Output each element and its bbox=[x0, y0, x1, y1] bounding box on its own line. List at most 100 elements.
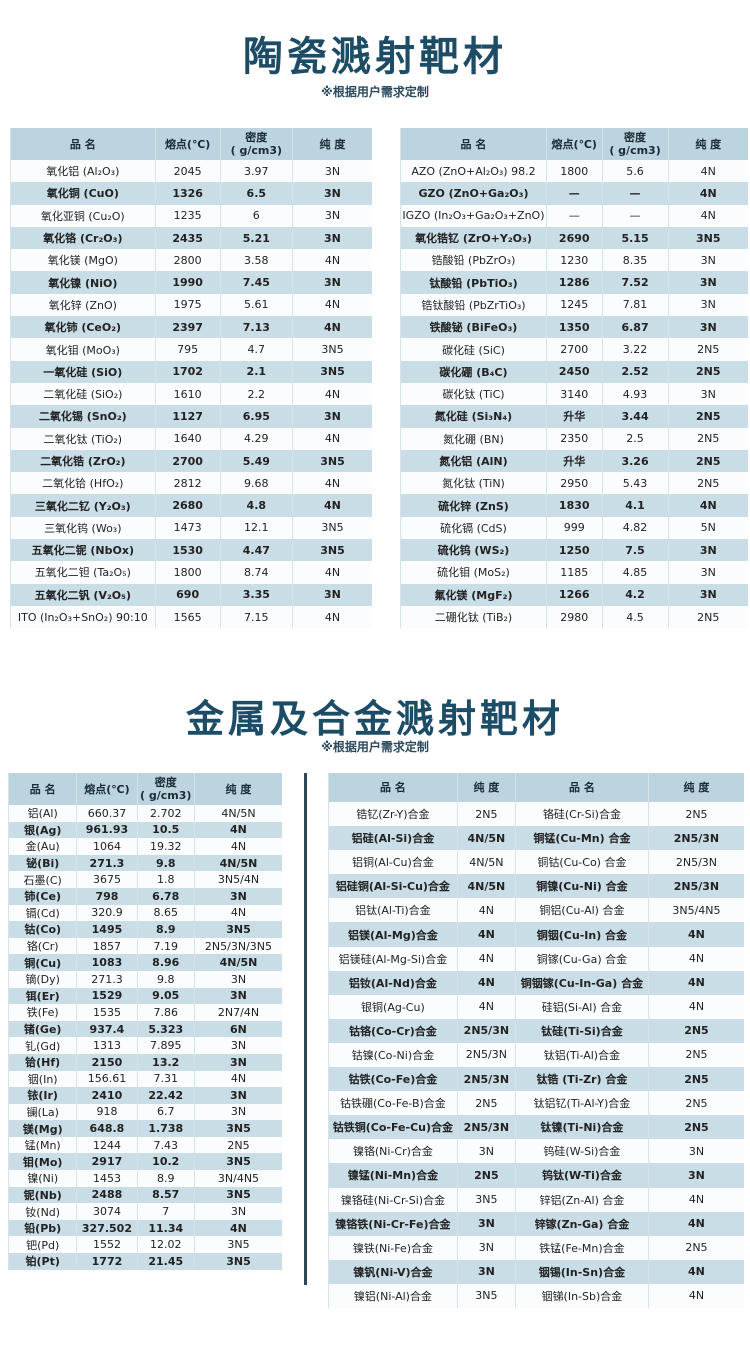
table-cell: 8.96 bbox=[136, 954, 195, 971]
table-cell: 7.45 bbox=[219, 271, 293, 294]
table-cell: 氮化硅 (Si₃N₄) bbox=[400, 405, 547, 428]
table-row: 氮化钛 (TiN) 2950 5.43 2N5 bbox=[400, 472, 748, 495]
table-cell: 4N bbox=[667, 204, 748, 227]
table-cell: 3N bbox=[667, 293, 748, 317]
table-cell: 7 bbox=[136, 1203, 195, 1220]
table-row: 锗(Ge) 937.4 5.323 6N bbox=[7, 1020, 282, 1038]
table-cell: AZO (ZnO+Al₂O₃) 98.2 bbox=[400, 160, 547, 183]
table-cell: 7.19 bbox=[136, 937, 195, 955]
table-cell: 4N/5N bbox=[193, 954, 282, 971]
table-cell: 铱(Ir) bbox=[7, 1087, 77, 1104]
table-cell: 6.5 bbox=[219, 182, 293, 205]
table-cell: 二氧化铪 (HfO₂) bbox=[10, 472, 156, 495]
table-row: 二硼化钛 (TiB₂) 2980 4.5 2N5 bbox=[400, 605, 748, 629]
table-cell: 锌镓(Zn-Ga) 合金 bbox=[514, 1211, 649, 1236]
table-cell: 3N bbox=[667, 561, 748, 584]
table-cell: 3N bbox=[193, 1203, 282, 1220]
table-cell: 7.52 bbox=[601, 271, 669, 294]
table-cell: 2950 bbox=[545, 472, 603, 495]
table-row: 氧化镍 (NiO) 1990 7.45 3N bbox=[10, 271, 372, 294]
table-cell: 4N bbox=[647, 1187, 744, 1212]
table-row: 碳化钛 (TiC) 3140 4.93 3N bbox=[400, 382, 748, 406]
table-cell: 1702 bbox=[154, 360, 221, 383]
table-row: 钴(Co) 1495 8.9 3N5 bbox=[7, 921, 282, 938]
table-cell: 8.57 bbox=[136, 1186, 195, 1204]
table-cell: 4N bbox=[456, 898, 516, 923]
table-cell: 4N/5N bbox=[456, 874, 516, 899]
table-cell: 9.8 bbox=[136, 970, 195, 988]
table-cell: 钆(Gd) bbox=[7, 1037, 77, 1054]
table-cell: 4N bbox=[291, 605, 372, 629]
table-cell: 3N bbox=[456, 1211, 516, 1236]
table-cell: 3N bbox=[667, 539, 748, 562]
table-cell: 11.34 bbox=[136, 1219, 195, 1237]
table-cell: 1064 bbox=[76, 838, 138, 855]
table-cell: — bbox=[545, 204, 603, 227]
table-cell: 3N5 bbox=[193, 1236, 282, 1254]
table-cell: 4N bbox=[647, 994, 744, 1019]
table-row: 二氧化锡 (SnO₂) 1127 6.95 3N bbox=[10, 405, 372, 428]
table-cell: 氧化铬 (Cr₂O₃) bbox=[10, 226, 156, 250]
table-cell: 3.35 bbox=[219, 583, 293, 606]
table-cell: 3N bbox=[291, 271, 372, 294]
table-cell: 硫化钼 (MoS₂) bbox=[400, 561, 547, 584]
table-cell: 4N bbox=[667, 182, 748, 205]
table-cell: 镍锰(Ni-Mn)合金 bbox=[328, 1163, 458, 1188]
table-cell: 1453 bbox=[76, 1170, 138, 1187]
table-cell: 2N5 bbox=[647, 1067, 744, 1092]
table-cell: — bbox=[601, 204, 669, 227]
column-header: 品 名 bbox=[10, 128, 156, 160]
table-cell: 铟锑(In-Sb)合金 bbox=[514, 1283, 649, 1308]
table-cell: 3N5 bbox=[291, 338, 372, 361]
table-cell: 8.9 bbox=[136, 1170, 195, 1187]
table-cell: 1529 bbox=[76, 987, 138, 1005]
table-row: 钴铁(Co-Fe)合金 2N5/3N 钛锆 (Ti-Zr) 合金 2N5 bbox=[328, 1067, 744, 1092]
table-cell: 氧化铜 (CuO) bbox=[10, 182, 156, 205]
table-cell: 铂(Pt) bbox=[7, 1253, 77, 1270]
table-cell: 3N bbox=[667, 316, 748, 339]
table-cell: 锌铝(Zn-Al) 合金 bbox=[514, 1187, 649, 1212]
table-cell: 4N bbox=[647, 922, 744, 947]
table-cell: 镝(Dy) bbox=[7, 970, 77, 988]
table-cell: 7.5 bbox=[601, 539, 669, 562]
table-cell: 铜镍(Cu-Ni) 合金 bbox=[514, 874, 649, 899]
table-cell: 6.87 bbox=[601, 316, 669, 339]
table-cell: 2N5 bbox=[456, 1091, 516, 1116]
table-cell: 3N bbox=[193, 1103, 282, 1121]
table-cell: 3N bbox=[456, 1235, 516, 1260]
table-cell: 6.7 bbox=[136, 1103, 195, 1121]
table-cell: 3.22 bbox=[601, 338, 669, 361]
table-cell: 3N bbox=[193, 970, 282, 988]
table-row: 镍铝(Ni-Al)合金 3N5 铟锑(In-Sb)合金 4N bbox=[328, 1283, 744, 1308]
table-row: 钴铁硼(Co-Fe-B)合金 2N5 钛铝钇(Ti-Al-Y)合金 2N5 bbox=[328, 1091, 744, 1116]
table-row: AZO (ZnO+Al₂O₃) 98.2 1800 5.6 4N bbox=[400, 160, 748, 183]
table-row: 一氧化硅 (SiO) 1702 2.1 3N5 bbox=[10, 360, 372, 383]
table-cell: 2680 bbox=[154, 494, 221, 517]
column-header: 纯 度 bbox=[647, 773, 744, 802]
table-cell: 1800 bbox=[545, 160, 603, 183]
table-cell: 3N5/4N bbox=[193, 871, 282, 888]
table-cell: 2800 bbox=[154, 249, 221, 272]
table-cell: 镍(Ni) bbox=[7, 1170, 77, 1187]
table-cell: 4N bbox=[291, 494, 372, 517]
table-row: 硫化镉 (CdS) 999 4.82 5N bbox=[400, 516, 748, 540]
table-cell: 3N bbox=[193, 1037, 282, 1054]
table-cell: 3N bbox=[193, 1087, 282, 1104]
column-header: 品 名 bbox=[400, 128, 547, 160]
table-cell: 铬(Cr) bbox=[7, 937, 77, 955]
table-cell: 镍铬铁(Ni-Cr-Fe)合金 bbox=[328, 1211, 458, 1236]
table-cell: 1535 bbox=[76, 1004, 138, 1021]
table-cell: 镉(Cd) bbox=[7, 904, 77, 922]
table-row: 氧化锆钇 (ZrO+Y₂O₃) 2690 5.15 3N5 bbox=[400, 226, 748, 250]
table-row: 铝钛(Al-Ti)合金 4N 铜铝(Cu-Al) 合金 3N5/4N5 bbox=[328, 898, 744, 923]
table-cell: 3N bbox=[291, 405, 372, 428]
table-cell: 铝(Al) bbox=[7, 805, 77, 822]
table-cell: 4N bbox=[667, 160, 748, 183]
table-cell: 1127 bbox=[154, 405, 221, 428]
table-cell: 五氧化二钒 (V₂O₅) bbox=[10, 583, 156, 606]
table-row: GZO (ZnO+Ga₂O₃) — —4N bbox=[400, 182, 748, 205]
table-cell: 铬硅(Cr-Si)合金 bbox=[514, 802, 649, 827]
table-cell: 10.2 bbox=[136, 1153, 195, 1171]
table-row: 钛酸铅 (PbTiO₃) 1286 7.52 3N bbox=[400, 271, 748, 294]
table-cell: 二氧化锡 (SnO₂) bbox=[10, 405, 156, 428]
